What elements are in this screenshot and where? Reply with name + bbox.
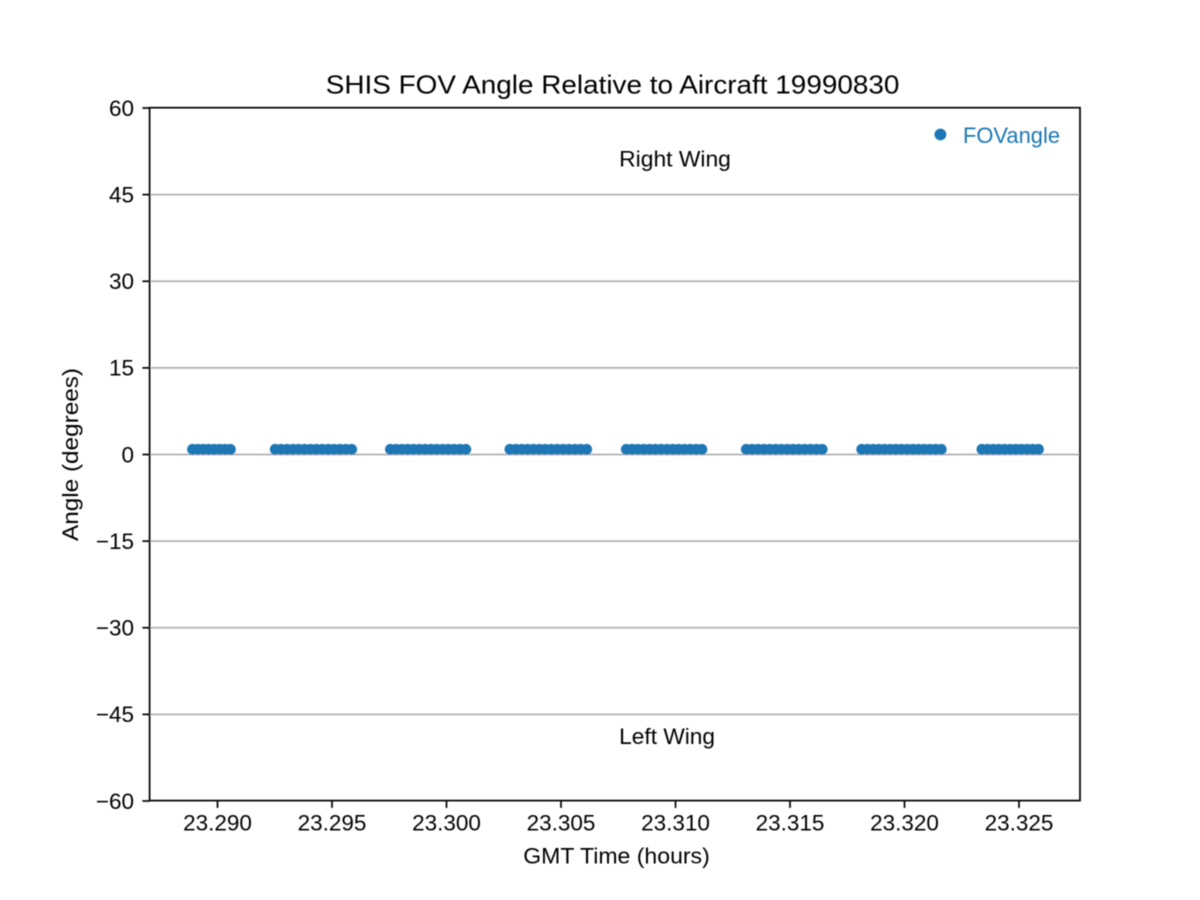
svg-text:23.320: 23.320 — [870, 810, 939, 835]
svg-text:GMT Time (hours): GMT Time (hours) — [523, 844, 710, 869]
svg-text:−45: −45 — [96, 702, 134, 727]
svg-text:Left Wing: Left Wing — [619, 724, 715, 749]
svg-text:23.310: 23.310 — [641, 810, 710, 835]
svg-text:Angle (degrees): Angle (degrees) — [58, 368, 83, 541]
svg-text:15: 15 — [109, 356, 134, 381]
svg-text:30: 30 — [109, 269, 134, 294]
svg-text:SHIS FOV Angle Relative to Air: SHIS FOV Angle Relative to Aircraft 1999… — [326, 70, 900, 100]
svg-text:45: 45 — [109, 182, 134, 207]
svg-text:60: 60 — [109, 96, 134, 121]
svg-text:Right Wing: Right Wing — [619, 146, 731, 171]
svg-text:23.305: 23.305 — [527, 810, 596, 835]
svg-text:−60: −60 — [96, 789, 134, 814]
svg-text:23.295: 23.295 — [298, 810, 367, 835]
svg-text:23.325: 23.325 — [985, 810, 1054, 835]
svg-text:23.290: 23.290 — [183, 810, 252, 835]
svg-text:FOVangle: FOVangle — [963, 123, 1060, 148]
svg-text:23.315: 23.315 — [756, 810, 825, 835]
svg-text:−30: −30 — [96, 616, 134, 641]
svg-text:−15: −15 — [96, 529, 134, 554]
svg-text:0: 0 — [121, 442, 134, 467]
svg-text:23.300: 23.300 — [412, 810, 481, 835]
